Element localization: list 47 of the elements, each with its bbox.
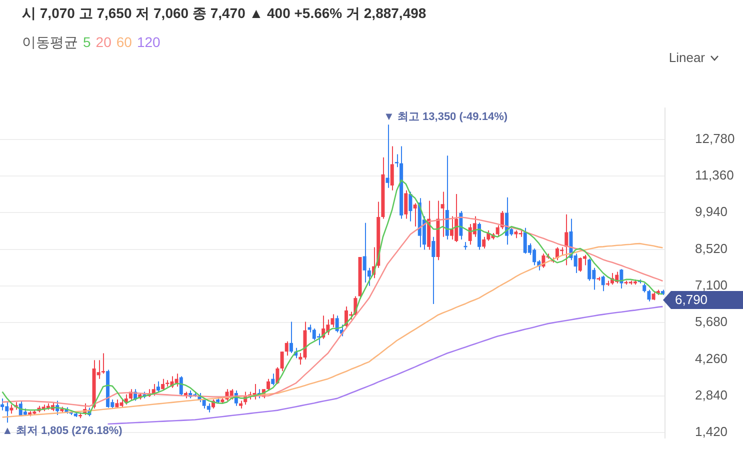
text: 20 <box>96 34 112 50</box>
candlestick <box>472 216 476 238</box>
candlestick <box>280 351 284 372</box>
candlestick <box>588 258 592 282</box>
candlestick <box>156 380 160 392</box>
y-tick-label: 5,680 <box>695 314 728 330</box>
y-tick-label: 8,520 <box>695 240 728 256</box>
candlestick <box>432 236 436 304</box>
candlestick <box>386 124 390 188</box>
candlestick <box>564 214 568 266</box>
text: Linear <box>668 50 705 65</box>
legend-title: 이동평균 <box>22 34 78 50</box>
y-tick-label: 1,420 <box>695 424 728 440</box>
candlestick <box>289 321 293 354</box>
text: 120 <box>136 34 160 50</box>
chart-title: 시 7,070 고 7,650 저 7,060 종 7,470 ▲ 400 +5.66% 거 2,887,498 <box>22 5 426 23</box>
candlestick <box>161 378 165 391</box>
text: 60 <box>116 34 132 50</box>
y-tick-label: 9,940 <box>695 204 728 220</box>
candlestick <box>620 268 624 289</box>
y-tick-label: 11,360 <box>695 168 734 183</box>
candlestick <box>284 340 288 356</box>
candlestick <box>390 146 394 191</box>
annotation: ▲ 최저 1,805 (276.18%) <box>2 425 123 438</box>
candlestick <box>276 366 280 384</box>
y-tick-label: 4,260 <box>695 350 728 366</box>
annotation: ▼ 최고 13,350 (-49.14%) <box>384 111 508 124</box>
candlestick <box>271 373 275 386</box>
y-tick-label: 7,100 <box>695 277 728 292</box>
candlestick <box>482 236 486 249</box>
y-tick-label: 2,840 <box>695 387 728 402</box>
candlestick <box>10 404 14 414</box>
candlestick <box>179 376 183 396</box>
candlestick <box>316 333 320 346</box>
candlestick <box>0 398 4 411</box>
candlestick <box>440 191 444 238</box>
candlestick <box>478 222 482 250</box>
candlestick <box>408 191 412 222</box>
candlestick <box>404 190 408 220</box>
candlestick <box>642 282 646 293</box>
candlestick <box>206 402 210 413</box>
y-tick-label: 12,780 <box>695 130 735 146</box>
candlestick <box>266 378 270 391</box>
candlestick <box>601 275 605 292</box>
text: 5 <box>83 34 91 50</box>
candlestick <box>647 289 651 302</box>
candlestick <box>413 202 417 228</box>
